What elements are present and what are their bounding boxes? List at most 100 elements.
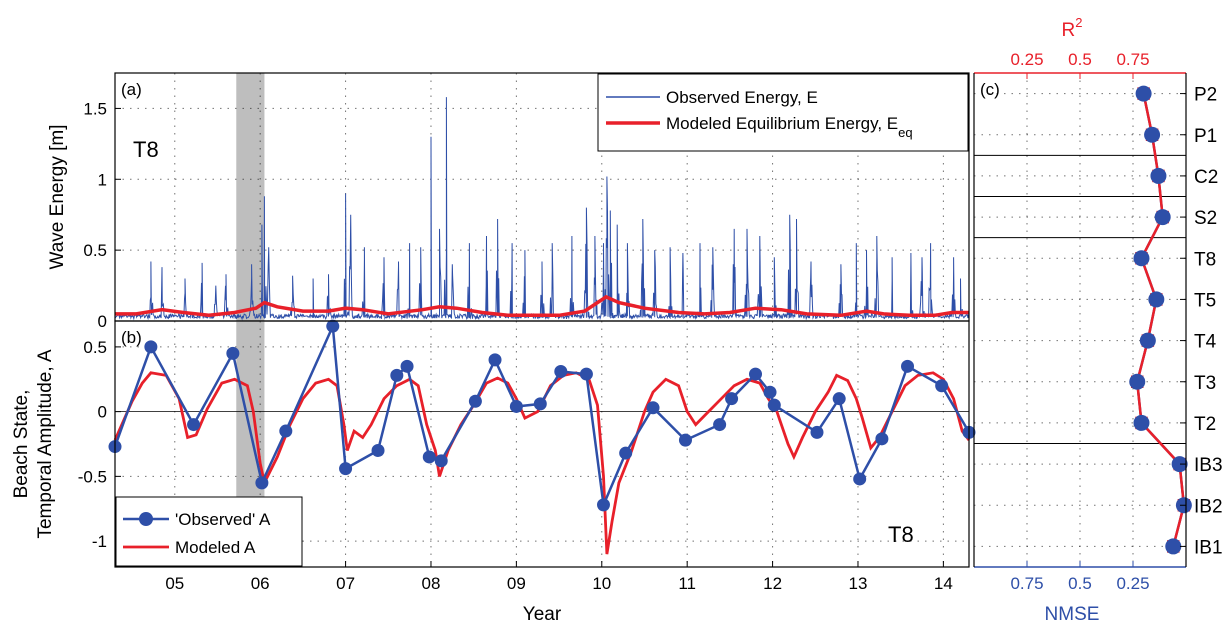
- panel-c-nmse-point-T8: [1133, 250, 1150, 267]
- panel-a-label: (a): [121, 80, 142, 99]
- panel-c-nmse-point-IB1: [1165, 538, 1182, 555]
- panel-c-nmse-point-P2: [1135, 85, 1152, 102]
- panel-b-observed-point: [619, 446, 633, 460]
- legend-observed-A-marker: [139, 512, 153, 526]
- panel-b-observed-point: [767, 398, 781, 412]
- panel-b-observed-point: [554, 364, 568, 378]
- panel-b-xtick-label: 05: [165, 574, 184, 593]
- panel-a-modeled-energy-line: [115, 294, 969, 318]
- panel-c-nmse-point-T2: [1133, 414, 1150, 431]
- panel-b-observed-point: [279, 424, 293, 438]
- legend-modeled-A-label: Modeled A: [175, 538, 256, 557]
- panel-c-site-label-T2: T2: [1194, 414, 1216, 435]
- panel-b-ylabel-line1: Beach State,: [11, 390, 32, 499]
- panel-c-nmse-point-T5: [1148, 291, 1165, 308]
- panel-b-legend-box: [115, 496, 303, 567]
- panel-c-nmse-point-C2: [1150, 167, 1167, 184]
- panel-c-site-label-IB2: IB2: [1194, 496, 1223, 517]
- panel-a-legend-box: [597, 73, 969, 152]
- panel-b-xtick-label: 11: [678, 574, 696, 593]
- panel-b-observed-point: [533, 397, 547, 411]
- panel-c-site-label-C2: C2: [1194, 167, 1218, 188]
- panel-b-xtick-label: 10: [592, 574, 611, 593]
- panel-b-xtick-label: 06: [251, 574, 270, 593]
- panel-b-observed-point: [488, 353, 502, 367]
- panel-a-ytick-label: 0: [98, 312, 107, 331]
- panel-b-x-ticks: 05 06 07 08 09 10 11 12 13 14: [165, 561, 953, 593]
- panel-c-site-label-P2: P2: [1194, 85, 1217, 106]
- panel-b-observed-point: [713, 418, 727, 432]
- legend-modeled-energy-label: Modeled Equilibrium Energy, E: [666, 114, 898, 133]
- panel-c-nmse-line: [1135, 93, 1186, 547]
- panel-b-observed-point: [187, 418, 201, 432]
- panel-b-ytick-label: -0.5: [78, 467, 107, 486]
- panel-c-site-label-IB3: IB3: [1194, 455, 1223, 476]
- panel-a: 0 0.5 1 1.5 (a) T8 Wave Energy [m] Observed…: [47, 72, 970, 331]
- panel-b-observed-point: [853, 472, 867, 486]
- legend-modeled-energy-subscript: eq: [898, 125, 912, 140]
- panel-c-group-dividers: [974, 154, 1186, 444]
- panel-c-site-label-IB1: IB1: [1194, 537, 1223, 558]
- panel-c-r2-title-main: R: [1062, 20, 1076, 41]
- panel-c-site-label-S2: S2: [1194, 208, 1217, 229]
- panel-c-nmse-point-IB3: [1171, 456, 1188, 473]
- panel-b-xlabel: Year: [523, 604, 562, 625]
- panel-b-ytick-label: -1: [92, 532, 107, 551]
- panel-c-r2-tick-label: 0.5: [1068, 50, 1092, 69]
- panel-b-observed-point: [901, 359, 915, 373]
- panel-b-frame: [114, 320, 970, 568]
- panel-b-label: (b): [121, 328, 142, 347]
- panel-c-nmse-tick-label: 0.25: [1116, 574, 1149, 593]
- panel-c-nmse-point-P1: [1144, 126, 1161, 143]
- panel-b-observed-point: [832, 392, 846, 406]
- panel-c-markers: [1129, 85, 1192, 555]
- panel-c-label: (c): [980, 80, 1000, 99]
- panel-b-observed-point: [749, 367, 762, 381]
- panel-a-ytick-label: 0.5: [83, 241, 107, 260]
- panel-b-observed-point: [326, 319, 340, 333]
- panel-c-site-label-T3: T3: [1194, 373, 1216, 394]
- panel-c-site-label-P1: P1: [1194, 126, 1217, 147]
- panel-b-ytick-label: 0: [98, 403, 107, 422]
- panel-b-observed-point: [725, 392, 739, 406]
- legend-modeled-energy-text: Modeled Equilibrium Energy, Eeq: [666, 114, 913, 140]
- panel-b-observed-point: [596, 498, 610, 512]
- panel-b-xtick-label: 13: [849, 574, 868, 593]
- panel-c-nmse-tick-label: 0.75: [1010, 574, 1043, 593]
- panel-b-xtick-label: 12: [763, 574, 782, 593]
- panel-b-xtick-label: 08: [422, 574, 441, 593]
- panel-b-legend: 'Observed' A Modeled A: [115, 496, 303, 567]
- panel-b-observed-point: [226, 346, 240, 360]
- panel-c-r2-tick-label: 0.75: [1116, 50, 1149, 69]
- panel-c-r2-tick-label: 0.25: [1010, 50, 1043, 69]
- panel-b: -1 -0.5 0 0.5 05 06 07 08 09 10 11 12 13 14 (b) T8 B…: [11, 319, 976, 625]
- panel-b-observed-markers: [108, 319, 976, 512]
- panel-c-nmse-ticks: 0.75 0.5 0.25: [1010, 561, 1150, 593]
- panel-a-site-label: T8: [133, 137, 159, 162]
- panel-b-observed-point: [579, 367, 593, 381]
- panel-b-observed-point: [810, 425, 824, 439]
- panel-b-observed-point: [468, 394, 482, 408]
- panel-b-y-ticks: -1 -0.5 0 0.5: [78, 338, 121, 551]
- panel-b-xtick-label: 14: [934, 574, 953, 593]
- panel-b-observed-point: [339, 462, 353, 476]
- panel-c-gridlines: [974, 73, 1186, 567]
- panel-b-observed-point: [390, 368, 404, 382]
- panel-b-observed-point: [935, 379, 949, 393]
- panel-b-ytick-label: 0.5: [83, 338, 107, 357]
- panel-b-observed-point: [144, 340, 158, 354]
- panel-a-ytick-label: 1: [98, 170, 107, 189]
- panel-c-nmse-title: NMSE: [1045, 604, 1100, 625]
- panel-b-observed-point: [434, 454, 448, 468]
- panel-a-ylabel: Wave Energy [m]: [47, 124, 68, 269]
- panel-b-observed-point: [875, 432, 889, 446]
- panel-b-observed-point: [678, 433, 692, 447]
- panel-c-site-label-T4: T4: [1194, 332, 1217, 353]
- legend-observed-A-label: 'Observed' A: [175, 510, 271, 529]
- panel-b-observed-point: [422, 450, 436, 464]
- panel-a-ytick-label: 1.5: [83, 99, 107, 118]
- panel-c-nmse-tick-label: 0.5: [1068, 574, 1092, 593]
- panel-b-observed-point: [763, 385, 777, 399]
